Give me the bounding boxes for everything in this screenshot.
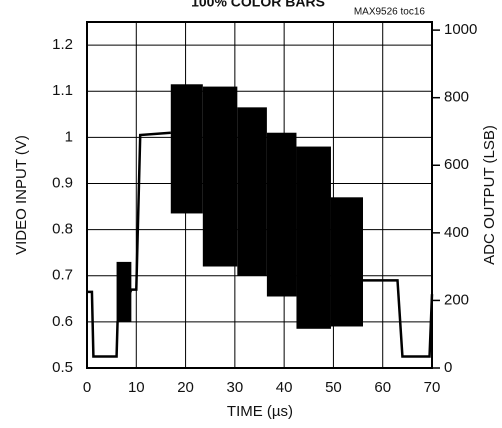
y2-tick-label: 400 [444,224,469,241]
x-tick-label: 20 [177,379,194,396]
x-tick-label: 70 [424,379,441,396]
y2-tick-label: 600 [444,156,469,173]
y-tick-label: 0.7 [52,267,73,284]
y2-axis-label: ADC OUTPUT (LSB) [481,125,498,265]
burst [202,86,238,267]
x-tick-label: 10 [128,379,145,396]
burst [170,84,203,214]
y-tick-label: 0.8 [52,221,73,238]
signal-line [87,131,434,358]
burst [237,107,267,276]
burst [330,197,363,327]
y2-tick-label: 200 [444,291,469,308]
x-tick-label: 30 [227,379,244,396]
burst [296,146,331,329]
y-tick-label: 1 [65,128,73,145]
y-tick-label: 0.6 [52,313,73,330]
y2-tick-label: 0 [444,359,452,376]
x-tick-label: 50 [325,379,342,396]
y-tick-label: 0.5 [52,359,73,376]
y2-tick-label: 800 [444,89,469,106]
x-tick-label: 40 [276,379,293,396]
y-tick-label: 1.1 [52,82,73,99]
x-tick-label: 0 [83,379,91,396]
burst [116,261,132,322]
x-tick-label: 60 [374,379,391,396]
x-axis-label: TIME (µs) [227,403,293,420]
y-axis-label: VIDEO INPUT (V) [13,135,30,255]
annotation: MAX9526 toc16 [354,7,426,18]
y-tick-label: 1.2 [52,36,73,53]
burst [266,132,297,297]
y-tick-label: 0.9 [52,174,73,191]
y2-tick-label: 1000 [444,21,477,38]
chart-title: 100% COLOR BARS [191,0,325,10]
plot-frame [86,21,433,369]
